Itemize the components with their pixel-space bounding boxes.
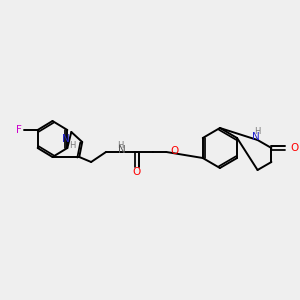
Text: F: F (16, 125, 22, 135)
Text: H: H (69, 140, 76, 149)
Text: O: O (170, 146, 178, 156)
Text: O: O (290, 143, 298, 153)
Text: O: O (133, 167, 141, 177)
Text: N: N (252, 132, 260, 142)
Text: H: H (117, 140, 123, 149)
Text: H: H (254, 128, 261, 136)
Text: N: N (62, 134, 70, 144)
Text: N: N (118, 145, 126, 155)
